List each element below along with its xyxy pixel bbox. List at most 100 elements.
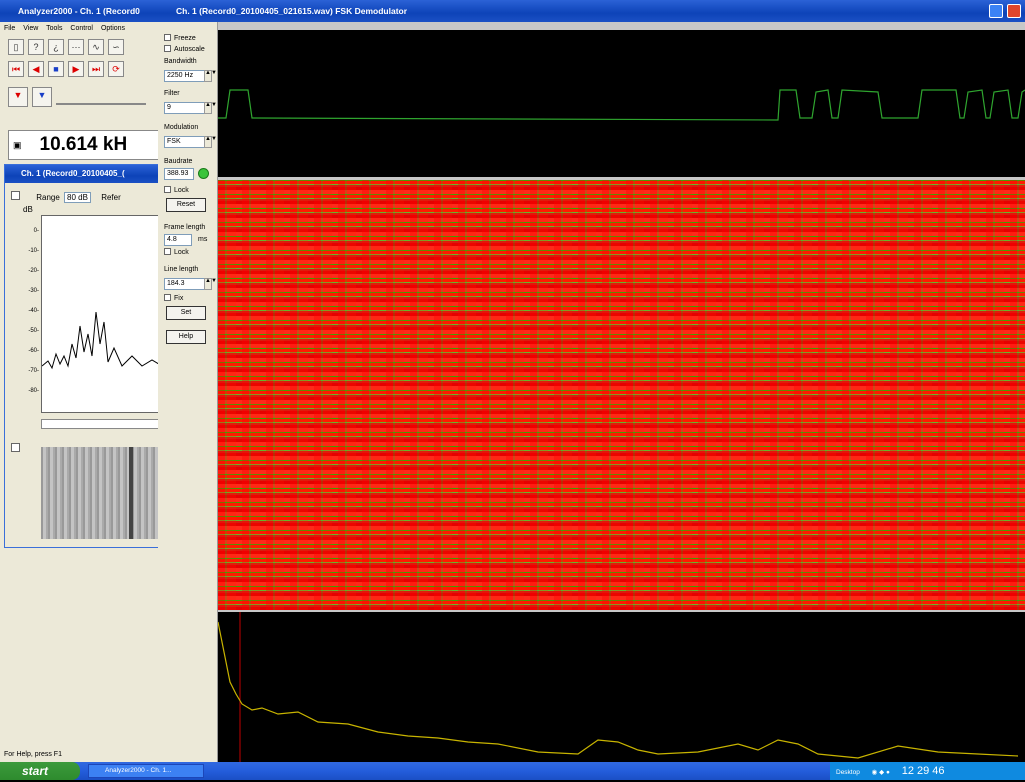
back-icon[interactable]: ◀ bbox=[28, 61, 44, 77]
line-length-label: Line length bbox=[164, 266, 199, 273]
lower-separator[interactable] bbox=[218, 610, 1025, 612]
spectrum-title: Ch. 1 (Record0_20100405_( bbox=[21, 169, 125, 178]
sync-indicator-icon bbox=[198, 168, 209, 179]
autocorrelation-scope bbox=[217, 612, 1025, 762]
y-tick: -10- bbox=[28, 248, 39, 254]
new-icon[interactable]: ▯ bbox=[8, 39, 24, 55]
y-tick: -50- bbox=[28, 328, 39, 334]
scope-icon[interactable]: ⋯ bbox=[68, 39, 84, 55]
fsk-signal-scope bbox=[218, 30, 1025, 177]
tray-icons[interactable]: ◉ ◆ ● bbox=[871, 769, 890, 776]
menu-options[interactable]: Options bbox=[100, 25, 126, 32]
taskbar-item-analyzer[interactable]: Analyzer2000 - Ch. 1... bbox=[88, 764, 204, 778]
spectrum-plot bbox=[41, 215, 163, 413]
fix-checkbox[interactable]: Fix bbox=[164, 294, 183, 302]
frequency-display: ▣ 10.614 kH bbox=[8, 130, 168, 160]
y-tick: -30- bbox=[28, 288, 39, 294]
menu-control[interactable]: Control bbox=[70, 25, 93, 32]
spectrum-title-bar[interactable]: Ch. 1 (Record0_20100405_( bbox=[5, 165, 169, 183]
bandwidth-label: Bandwidth bbox=[164, 58, 197, 65]
status-text: For Help, press F1 bbox=[4, 751, 62, 758]
menu-file[interactable]: File bbox=[4, 25, 16, 32]
start-label: start bbox=[22, 764, 49, 778]
baudrate-label: Baudrate bbox=[164, 158, 193, 165]
close-icon[interactable] bbox=[1007, 4, 1021, 18]
spectrum-checkbox[interactable] bbox=[11, 191, 20, 200]
start-button[interactable]: start bbox=[0, 762, 80, 780]
menu-view[interactable]: View bbox=[23, 25, 39, 32]
context-help-icon[interactable]: ¿ bbox=[48, 39, 64, 55]
clock[interactable]: 12 29 46 bbox=[901, 765, 945, 777]
lock-checkbox[interactable]: Lock bbox=[164, 186, 189, 194]
y-tick: -60- bbox=[28, 348, 39, 354]
analyzer-title: Analyzer2000 - Ch. 1 (Record0 bbox=[18, 6, 140, 16]
modulation-field[interactable]: FSK bbox=[164, 136, 206, 148]
line-length-field[interactable]: 184.3 bbox=[164, 278, 206, 290]
mini-waterfall-line bbox=[129, 447, 133, 539]
frequency-value: 10.614 kH bbox=[39, 134, 128, 155]
baudrate-field: 388.93 bbox=[164, 168, 194, 180]
filter-spinner[interactable]: ▲▼ bbox=[204, 102, 217, 114]
marker-red-icon[interactable]: ▼ bbox=[8, 87, 28, 107]
marker-blue-icon[interactable]: ▼ bbox=[32, 87, 52, 107]
mid-separator[interactable] bbox=[218, 177, 1025, 180]
menu-tools[interactable]: Tools bbox=[46, 25, 63, 32]
reset-button[interactable]: Reset bbox=[166, 198, 206, 212]
autocorrelation-trace bbox=[217, 612, 1019, 762]
system-tray: Desktop ◉ ◆ ● 12 29 46 bbox=[830, 762, 1025, 780]
y-axis-ticks: 0- -10- -20- -30- -40- -50- -60- -70- -8… bbox=[11, 221, 39, 401]
frame-length-field[interactable]: 4.8 bbox=[164, 234, 192, 246]
fsk-control-panel: Freeze Autoscale Bandwidth 2250 Hz ▲▼ Fi… bbox=[158, 22, 218, 762]
marker-toolbar: ▼ ▼ bbox=[0, 80, 170, 114]
play-icon[interactable]: ▶ bbox=[68, 61, 84, 77]
bandwidth-spinner[interactable]: ▲▼ bbox=[204, 70, 217, 82]
modulation-spinner[interactable]: ▲▼ bbox=[204, 136, 217, 148]
y-tick: -40- bbox=[28, 308, 39, 314]
y-tick: 0- bbox=[33, 228, 39, 234]
fsk-title-bar[interactable]: Ch. 1 (Record0_20100405_021615.wav) FSK … bbox=[158, 0, 1025, 22]
range-label: Range bbox=[36, 193, 60, 202]
help-icon[interactable]: ? bbox=[28, 39, 44, 55]
lock-frame-checkbox[interactable]: Lock bbox=[164, 248, 189, 256]
frame-length-unit: ms bbox=[198, 236, 208, 243]
ref-label: Refer bbox=[101, 193, 121, 202]
position-slider[interactable] bbox=[56, 89, 146, 105]
help-button[interactable]: Help bbox=[166, 330, 206, 344]
analyzer-title-bar[interactable]: Analyzer2000 - Ch. 1 (Record0 bbox=[0, 0, 170, 22]
spectrum-scrollbar[interactable] bbox=[41, 419, 161, 429]
status-bar: For Help, press F1 bbox=[0, 748, 160, 762]
freeze-checkbox[interactable]: Freeze bbox=[164, 34, 196, 42]
set-button[interactable]: Set bbox=[166, 306, 206, 320]
line-length-spinner[interactable]: ▲▼ bbox=[204, 278, 217, 290]
minimize-icon[interactable] bbox=[989, 4, 1003, 18]
tray-desktop-label[interactable]: Desktop bbox=[836, 769, 860, 776]
mini-waterfall bbox=[41, 447, 161, 539]
modulation-label: Modulation bbox=[164, 124, 199, 131]
frame-length-label: Frame length bbox=[164, 224, 206, 231]
spectrum-window: Ch. 1 (Record0_20100405_( Range 80 dB Re… bbox=[4, 164, 170, 548]
meter-icon: ▣ bbox=[13, 139, 22, 150]
transport-toolbar: ⏮ ◀ ■ ▶ ⏭ ⟳ bbox=[0, 58, 170, 80]
y-tick: -20- bbox=[28, 268, 39, 274]
top-separator bbox=[218, 22, 1025, 30]
spectrum-icon[interactable]: ∿ bbox=[88, 39, 104, 55]
toolbar-1: ▯ ? ¿ ⋯ ∿ ∽ bbox=[0, 36, 170, 58]
fsk-signal-trace bbox=[218, 89, 1025, 121]
range-field[interactable]: 80 dB bbox=[64, 192, 91, 203]
bandwidth-field[interactable]: 2250 Hz bbox=[164, 70, 206, 82]
waterfall-checkbox[interactable] bbox=[11, 443, 20, 452]
filter-field[interactable]: 9 bbox=[164, 102, 206, 114]
loop-icon[interactable]: ⟳ bbox=[108, 61, 124, 77]
range-row: Range 80 dB Refer bbox=[11, 191, 121, 203]
menu-bar: File View Tools Control Options bbox=[0, 22, 170, 36]
filter-label: Filter bbox=[164, 90, 180, 97]
y-tick: -80- bbox=[28, 388, 39, 394]
db-unit: dB bbox=[23, 205, 33, 214]
fsk-title: Ch. 1 (Record0_20100405_021615.wav) FSK … bbox=[176, 6, 408, 16]
stop-icon[interactable]: ■ bbox=[48, 61, 64, 77]
demodulated-bit-waterfall bbox=[218, 180, 1025, 610]
autoscale-checkbox[interactable]: Autoscale bbox=[164, 45, 205, 53]
waveform-icon[interactable]: ∽ bbox=[108, 39, 124, 55]
step-icon[interactable]: ⏭ bbox=[88, 61, 104, 77]
rewind-icon[interactable]: ⏮ bbox=[8, 61, 24, 77]
